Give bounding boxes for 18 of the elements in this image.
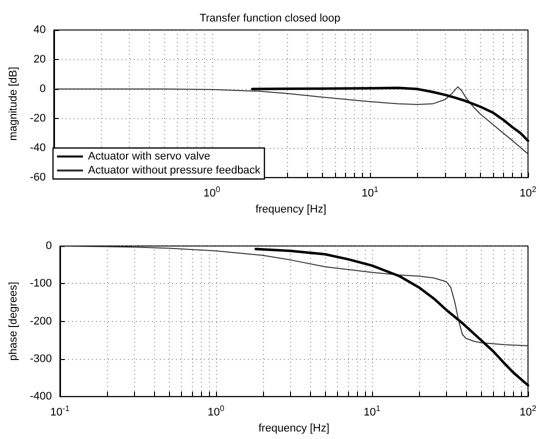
y-tick-label: 40 bbox=[34, 24, 46, 36]
x-axis-title: frequency [Hz] bbox=[255, 204, 326, 216]
y-axis-title: magnitude [dB] bbox=[8, 66, 20, 141]
y-tick-label: -40 bbox=[30, 142, 46, 154]
y-tick-label: 0 bbox=[40, 83, 46, 96]
y-tick-label: -400 bbox=[30, 390, 52, 403]
legend-label: Actuator with servo valve bbox=[88, 150, 210, 162]
y-tick-label: 0 bbox=[46, 240, 52, 252]
y-tick-label: -100 bbox=[30, 278, 52, 290]
legend-label: Actuator without pressure feedback bbox=[88, 164, 261, 176]
y-tick-label: -60 bbox=[30, 172, 46, 184]
y-tick-label: 20 bbox=[34, 54, 46, 66]
y-tick-label: -200 bbox=[30, 315, 52, 328]
x-axis-title: frequency [Hz] bbox=[258, 422, 330, 434]
y-axis-title: phase [degrees] bbox=[8, 282, 20, 361]
y-tick-label: -20 bbox=[30, 112, 46, 125]
chart-title: Transfer function closed loop bbox=[200, 12, 340, 24]
y-tick-label: -300 bbox=[30, 352, 52, 365]
